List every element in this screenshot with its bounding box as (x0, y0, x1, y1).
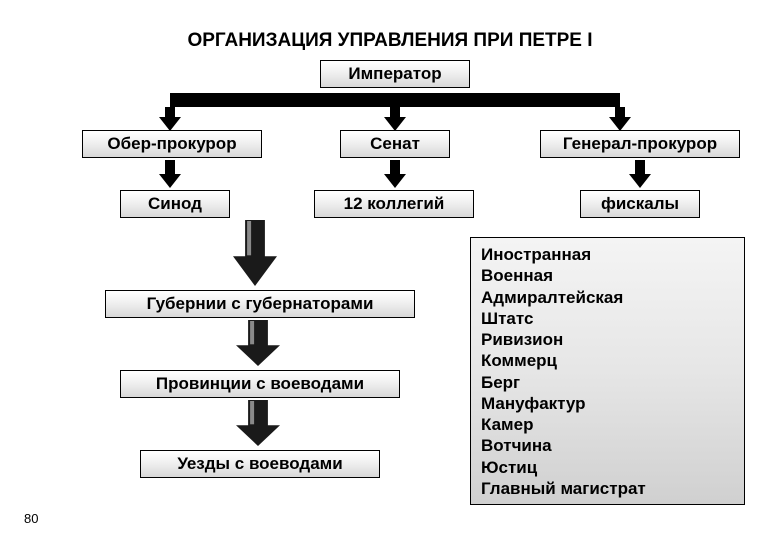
big-arrow-down-icon (233, 220, 277, 286)
arrow-down-icon (635, 160, 645, 174)
node-provintsii: Провинции с воеводами (120, 370, 400, 398)
arrow-head-icon (159, 174, 181, 188)
kollegii-list-item: Военная (481, 265, 734, 286)
arrow-head-icon (159, 117, 181, 131)
kollegii-list-item: Главный магистрат (481, 478, 734, 499)
big-arrow-down-icon (236, 320, 280, 366)
arrow-down-icon (165, 107, 175, 117)
kollegii-list-item: Ривизион (481, 329, 734, 350)
node-gubernii: Губернии с губернаторами (105, 290, 415, 318)
kollegii-list-item: Коммерц (481, 350, 734, 371)
kollegii-list-item: Камер (481, 414, 734, 435)
arrow-down-icon (390, 107, 400, 117)
arrow-head-icon (384, 117, 406, 131)
kollegii-list-item: Вотчина (481, 435, 734, 456)
node-senate: Сенат (340, 130, 450, 158)
kollegii-list-item: Юстиц (481, 457, 734, 478)
arrow-down-icon (615, 107, 625, 117)
node-12-kollegii: 12 коллегий (314, 190, 474, 218)
node-sinod: Синод (120, 190, 230, 218)
kollegii-list-item: Берг (481, 372, 734, 393)
diagram-title: ОРГАНИЗАЦИЯ УПРАВЛЕНИЯ ПРИ ПЕТРЕ I (0, 30, 780, 52)
arrow-head-icon (384, 174, 406, 188)
kollegii-list-item: Адмиралтейская (481, 287, 734, 308)
arrow-down-icon (390, 160, 400, 174)
kollegii-list-item: Штатс (481, 308, 734, 329)
kollegii-list-item: Иностранная (481, 244, 734, 265)
kollegii-list-item: Мануфактур (481, 393, 734, 414)
arrow-head-icon (609, 117, 631, 131)
node-uezdy: Уезды с воеводами (140, 450, 380, 478)
node-general-prokuror: Генерал-прокурор (540, 130, 740, 158)
arrow-head-icon (629, 174, 651, 188)
connector-bar (170, 93, 620, 107)
big-arrow-down-icon (236, 400, 280, 446)
page-number: 80 (24, 511, 38, 526)
arrow-down-icon (165, 160, 175, 174)
kollegii-list: ИностраннаяВоеннаяАдмиралтейскаяШтатсРив… (470, 237, 745, 505)
node-ober-prokuror: Обер-прокурор (82, 130, 262, 158)
node-fiskaly: фискалы (580, 190, 700, 218)
node-emperor: Император (320, 60, 470, 88)
